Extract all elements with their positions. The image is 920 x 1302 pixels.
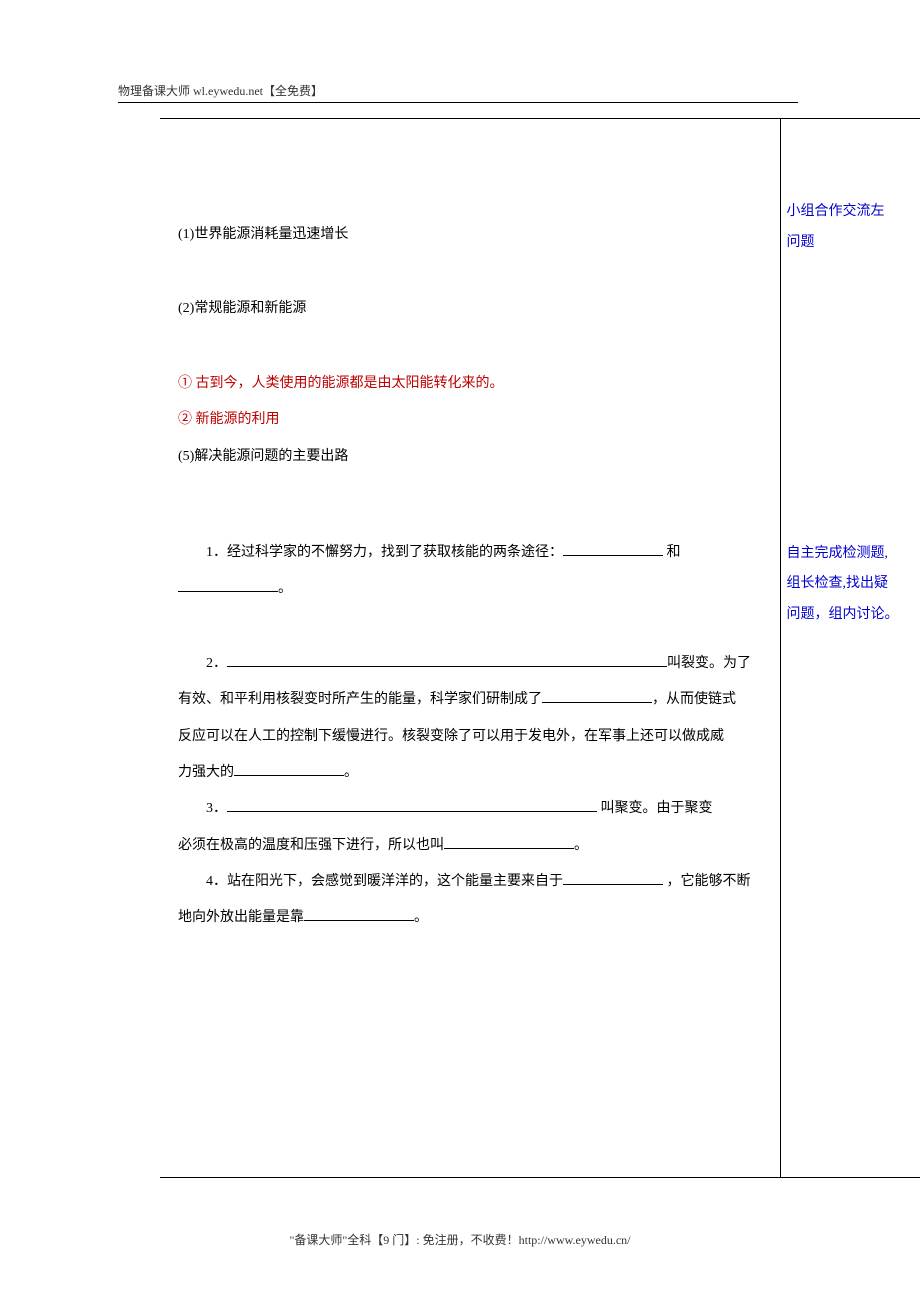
right-note-1a: 小组合作交流左 [787,197,915,228]
q2-text-c: 有效、和平利用核裂变时所产生的能量，科学家们研制成了 [178,692,542,707]
q3-text-d: 。 [574,838,588,853]
point-2: (2)常规能源和新能源 [178,291,762,327]
q2-text-b: 叫裂变。为了 [667,656,751,671]
point-1: (1)世界能源消耗量迅速增长 [178,217,762,253]
q2-text-g: 。 [344,765,358,780]
sub-point-2: ② 新能源的利用 [178,402,762,438]
point-5: (5)解决能源问题的主要出路 [178,439,762,475]
q3-text-b: 叫聚变。由于聚变 [597,801,713,816]
q4-text-b: ，它能够不断 [663,874,751,889]
question-2-line3: 反应可以在人工的控制下缓慢进行。核裂变除了可以用于发电外，在军事上还可以做成威 [178,719,762,755]
blank [542,689,652,703]
q3-text-c: 必须在极高的温度和压强下进行，所以也叫 [178,838,444,853]
footer-text: "备课大师"全科【9 门】: 免注册，不收费！http://www.eywedu… [0,1231,920,1248]
question-1: 1．经过科学家的不懈努力，找到了获取核能的两条途径： 和 [178,535,762,571]
question-4-line1: 4．站在阳光下，会感觉到暖洋洋的，这个能量主要来自于 ，它能够不断 [178,864,762,900]
blank [563,871,663,885]
q1-text-c: 。 [278,581,292,596]
question-2-line2: 有效、和平利用核裂变时所产生的能量，科学家们研制成了 ，从而使链式 [178,682,762,718]
header-underline [118,102,798,103]
q4-text-c: 地向外放出能量是靠 [178,910,304,925]
q1-text-b: 和 [663,545,681,560]
right-note-2b: 组长检查,找出疑 [787,569,915,600]
blank [178,578,278,592]
blank [563,542,663,556]
q2-text-f: 力强大的 [178,765,234,780]
q2-text-d: ，从而使链式 [652,692,736,707]
right-note-2a: 自主完成检测题, [787,539,915,570]
question-3-line2: 必须在极高的温度和压强下进行，所以也叫 。 [178,828,762,864]
blank [304,907,414,921]
q2-text-e: 反应可以在人工的控制下缓慢进行。核裂变除了可以用于发电外，在军事上还可以做成威 [178,729,724,744]
blank [227,798,597,812]
sub-point-1: ① 古到今，人类使用的能源都是由太阳能转化来的。 [178,366,762,402]
question-2-line1: 2． 叫裂变。为了 [178,646,762,682]
right-note-2c: 问题，组内讨论。 [787,600,915,631]
blank [234,762,344,776]
question-2-line4: 力强大的 。 [178,755,762,791]
question-1-line2: 。 [178,571,762,607]
q3-text-a: 3． [206,801,227,816]
right-column: 小组合作交流左 问题 自主完成检测题, 组长检查,找出疑 问题，组内讨论。 [780,119,920,1178]
header-text: 物理备课大师 wl.eywedu.net【全免费】 [118,82,323,99]
page: 物理备课大师 wl.eywedu.net【全免费】 (1)世界能源消耗量迅速增长… [0,0,920,1302]
blank [227,653,667,667]
q2-text-a: 2． [206,656,227,671]
q4-text-a: 4．站在阳光下，会感觉到暖洋洋的，这个能量主要来自于 [206,874,563,889]
question-3-line1: 3． 叫聚变。由于聚变 [178,791,762,827]
question-4-line2: 地向外放出能量是靠 。 [178,900,762,936]
right-note-1b: 问题 [787,228,915,259]
content-table: (1)世界能源消耗量迅速增长 (2)常规能源和新能源 ① 古到今，人类使用的能源… [160,118,920,1178]
left-column: (1)世界能源消耗量迅速增长 (2)常规能源和新能源 ① 古到今，人类使用的能源… [160,119,780,1178]
blank [444,835,574,849]
q4-text-d: 。 [414,910,428,925]
q1-text-a: 1．经过科学家的不懈努力，找到了获取核能的两条途径： [206,545,563,560]
